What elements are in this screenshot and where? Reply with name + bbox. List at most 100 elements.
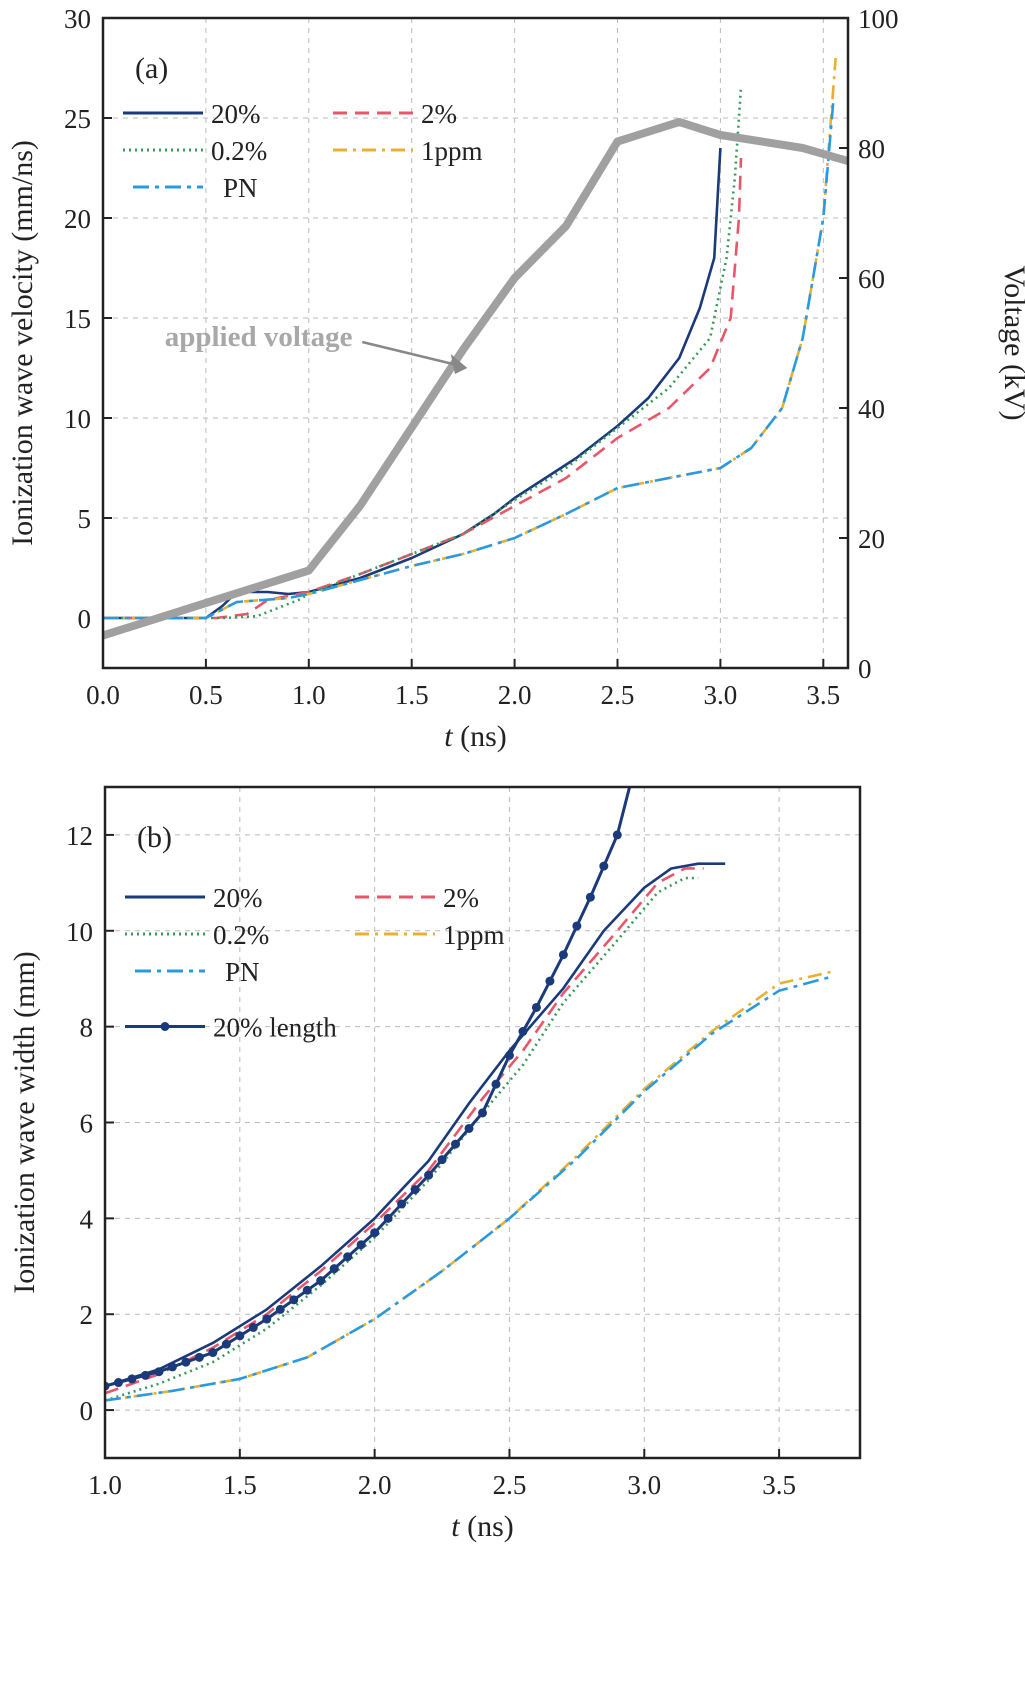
series-line-2- [105, 867, 704, 1395]
series-marker [585, 892, 595, 902]
series-marker [572, 921, 582, 931]
series-line-1ppm [105, 970, 834, 1402]
x-tick-label: 1.5 [223, 1470, 257, 1500]
y-tick-label: 10 [64, 404, 91, 434]
y-right-tick-label: 20 [858, 524, 885, 554]
y-axis-label: Ionization wave width (mm) [8, 951, 41, 1293]
series-marker [235, 1331, 245, 1341]
x-tick-label: 0.5 [189, 680, 223, 710]
y-tick-label: 0 [80, 1396, 94, 1426]
series-marker [437, 1155, 447, 1165]
x-tick-label: 1.0 [292, 680, 326, 710]
series-marker [599, 861, 609, 871]
y-tick-label: 4 [80, 1204, 94, 1234]
legend-item: 0.2% [123, 136, 267, 166]
y-tick-label: 6 [80, 1109, 94, 1139]
series-line-PN [105, 975, 834, 1402]
legend-marker [160, 1022, 170, 1031]
legend-label: 2% [421, 99, 457, 129]
series-marker [208, 1348, 218, 1358]
legend-label: 1ppm [421, 136, 483, 166]
series-marker [612, 830, 622, 840]
series-marker [478, 1108, 487, 1118]
legend-label: PN [225, 957, 260, 987]
series-marker [424, 1170, 434, 1180]
series-line-0-2- [103, 87, 743, 620]
legend-label: 20% [213, 883, 263, 913]
series-marker [343, 1252, 353, 1262]
series-marker [181, 1357, 191, 1367]
plot-frame [101, 16, 850, 670]
y-tick-label: 5 [78, 504, 92, 534]
series-marker [397, 1199, 407, 1209]
series-line-applied-voltage [103, 118, 848, 640]
series-marker [626, 778, 635, 787]
y-tick-label: 30 [64, 4, 91, 34]
y-right-tick-label: 0 [858, 654, 872, 684]
y-tick-label: 8 [80, 1013, 94, 1043]
x-tick-label: 2.0 [358, 1470, 392, 1500]
series-marker [167, 1362, 177, 1372]
series-marker [302, 1285, 312, 1295]
legend-label: 20% length [213, 1013, 337, 1043]
x-axis-label-unit: (ns) [453, 720, 507, 753]
x-tick-label: 1.0 [88, 1470, 122, 1500]
series-line-2- [103, 157, 743, 620]
arrowhead-icon [450, 354, 468, 374]
legend-label: 0.2% [211, 136, 267, 166]
legend-item: 2% [333, 99, 457, 129]
x-axis-label-symbol: t [444, 720, 453, 753]
series-layer [105, 778, 834, 1402]
series-marker [518, 1026, 528, 1036]
series-marker [491, 1079, 501, 1089]
series-marker [140, 1370, 150, 1380]
x-axis-label-unit: (ns) [460, 1510, 514, 1543]
series-marker [329, 1264, 339, 1274]
x-tick-label: 2.5 [493, 1470, 527, 1500]
x-axis-label: t (ns) [444, 720, 507, 753]
series-marker [558, 950, 568, 960]
annotation-text: applied voltage [165, 321, 353, 353]
legend-item: 20% [123, 99, 261, 129]
y-tick-label: 0 [78, 604, 92, 634]
legend-item: 1ppm [333, 136, 483, 166]
legend-item: PN [133, 173, 258, 203]
y-tick-label: 25 [64, 104, 91, 134]
series-line-0-2- [105, 876, 699, 1402]
y-tick-label: 20 [64, 204, 91, 234]
series-marker [451, 1139, 461, 1149]
panel-label: (b) [137, 821, 172, 854]
series-marker [504, 1050, 514, 1060]
series-marker [275, 1304, 285, 1314]
series-marker [262, 1314, 272, 1324]
legend-label: 20% [211, 99, 261, 129]
legend-item: 2% [355, 883, 479, 913]
series-marker [221, 1339, 231, 1349]
legend-item: 0.2% [125, 920, 269, 950]
x-axis-label-symbol: t [451, 1510, 460, 1543]
series-line-PN [103, 97, 835, 620]
x-tick-label: 0.0 [86, 680, 120, 710]
x-tick-label: 1.5 [395, 680, 429, 710]
series-marker [370, 1228, 380, 1238]
series-marker [383, 1213, 393, 1223]
legend-item: 1ppm [355, 920, 505, 950]
y-axis-label: Ionization wave velocity (mm/ns) [6, 140, 39, 546]
panel-label: (a) [135, 52, 168, 85]
series-marker [545, 976, 555, 986]
x-tick-label: 3.5 [762, 1470, 796, 1500]
y-right-tick-label: 100 [858, 4, 899, 34]
panel-1: 1.0 1.5 2.0 2.5 3.0 3.5 0 2 4 6 8 10 12 (b) 20% 2% 0.2% 1… [8, 778, 862, 1543]
y-right-tick-label: 40 [858, 394, 885, 424]
series-marker [127, 1374, 137, 1384]
series-marker [410, 1185, 420, 1195]
y-tick-label: 10 [66, 917, 93, 947]
y-right-axis-label: Voltage (kV) [998, 265, 1025, 420]
series-line-1ppm [103, 57, 837, 620]
y-right-tick-label: 60 [858, 264, 885, 294]
y-tick-label: 15 [64, 304, 91, 334]
series-marker [194, 1352, 204, 1362]
x-tick-label: 2.5 [601, 680, 635, 710]
x-axis-label: t (ns) [451, 1510, 514, 1543]
